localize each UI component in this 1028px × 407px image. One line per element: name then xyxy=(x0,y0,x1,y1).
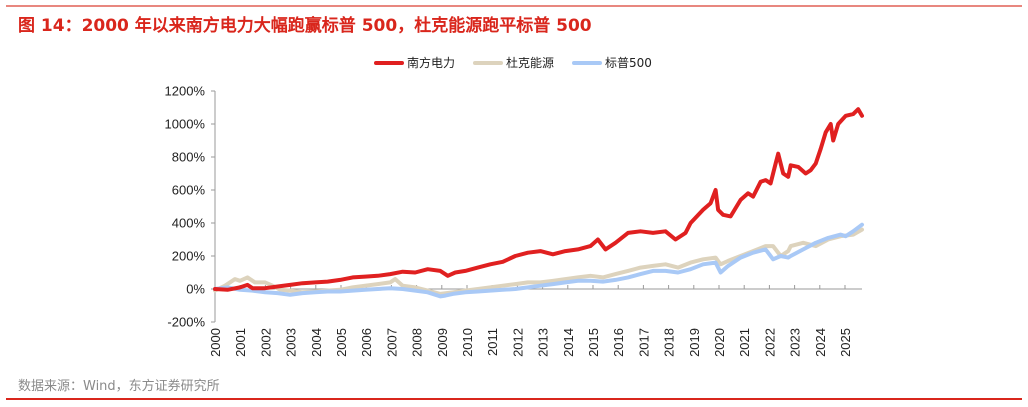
x-axis: 2000 2001 2002 2003 2004 2005 2006 2007 2008 2009… xyxy=(208,285,862,357)
y-tick-label: 200% xyxy=(172,249,206,264)
x-tick-label: 2002 xyxy=(258,328,273,357)
y-tick-label: -200% xyxy=(167,315,205,330)
x-tick-label: 2024 xyxy=(813,328,828,357)
series-layer xyxy=(213,107,864,299)
legend-label-duke: 杜克能源 xyxy=(506,56,555,70)
legend-label-southern: 南方电力 xyxy=(407,56,456,70)
x-tick-label: 2022 xyxy=(762,328,777,357)
x-tick-label: 2007 xyxy=(384,328,399,357)
x-tick-label: 2010 xyxy=(460,328,475,357)
x-tick-label: 2014 xyxy=(561,328,576,357)
y-tick-label: 800% xyxy=(172,150,206,165)
x-tick-label: 2004 xyxy=(309,328,324,357)
x-tick-label: 2009 xyxy=(435,328,450,357)
bottom-rule xyxy=(6,398,1022,400)
x-tick-label: 2016 xyxy=(611,328,626,357)
legend-swatch-sp500 xyxy=(572,60,603,65)
y-tick-label: 600% xyxy=(172,183,206,198)
legend-item-duke: 杜克能源 xyxy=(473,54,554,71)
x-tick-label: 2015 xyxy=(586,328,601,357)
legend-item-southern: 南方电力 xyxy=(374,54,455,71)
y-tick-label: 0% xyxy=(186,282,205,297)
x-tick-label: 2012 xyxy=(510,328,525,357)
x-tick-label: 2021 xyxy=(737,328,752,357)
series-line-0 xyxy=(213,107,864,292)
x-tick-label: 2025 xyxy=(838,328,853,357)
x-tick-label: 2017 xyxy=(636,328,651,357)
chart-legend: 南方电力 杜克能源 标普500 xyxy=(374,54,670,71)
x-tick-label: 2018 xyxy=(662,328,677,357)
source-note: 数据来源：Wind，东方证券研究所 xyxy=(18,379,220,394)
legend-label-sp500: 标普500 xyxy=(605,56,652,70)
x-tick-label: 2011 xyxy=(485,328,500,356)
y-axis: -200% 0% 200% 400% 600% 800% 1000% 1200% xyxy=(165,84,216,330)
x-tick-label: 2000 xyxy=(208,328,223,357)
x-tick-label: 2020 xyxy=(712,328,727,357)
legend-item-sp500: 标普500 xyxy=(572,54,652,71)
x-tick-label: 2013 xyxy=(536,328,551,357)
x-tick-label: 2005 xyxy=(334,328,349,357)
y-tick-label: 1000% xyxy=(165,117,206,132)
y-tick-label: 400% xyxy=(172,216,206,231)
x-tick-label: 2023 xyxy=(788,328,803,357)
x-tick-label: 2008 xyxy=(410,328,425,357)
top-rule xyxy=(6,5,1022,7)
series-line-2 xyxy=(213,222,864,299)
legend-swatch-duke xyxy=(473,60,504,65)
x-tick-label: 2019 xyxy=(687,328,702,357)
x-tick-label: 2003 xyxy=(284,328,299,357)
x-tick-label: 2006 xyxy=(359,328,374,357)
figure-title: 图 14：2000 年以来南方电力大幅跑赢标普 500，杜克能源跑平标普 500 xyxy=(18,16,592,36)
x-tick-label: 2001 xyxy=(233,328,248,357)
y-tick-label: 1200% xyxy=(165,84,206,99)
legend-swatch-southern xyxy=(374,60,404,65)
